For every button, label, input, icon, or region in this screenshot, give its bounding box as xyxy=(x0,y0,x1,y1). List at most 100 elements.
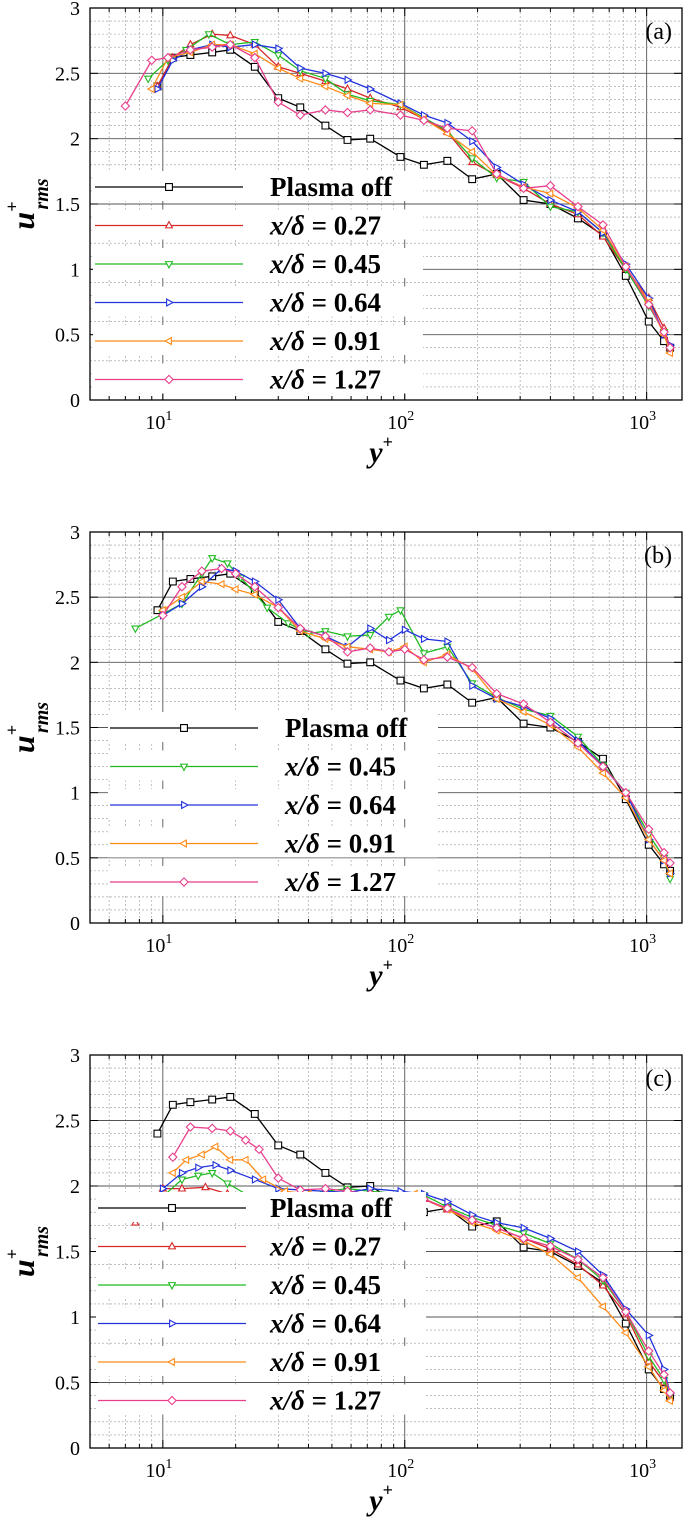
data-point xyxy=(201,1182,210,1191)
legend-marker xyxy=(165,183,173,191)
data-point xyxy=(207,42,218,53)
data-point xyxy=(196,577,205,586)
data-point xyxy=(273,602,284,613)
legend-marker xyxy=(166,298,175,307)
legend-marker xyxy=(164,220,174,229)
data-point xyxy=(343,136,352,144)
data-point xyxy=(297,63,306,73)
data-point xyxy=(365,105,376,115)
data-point xyxy=(195,1163,204,1172)
data-point xyxy=(251,40,260,49)
data-point xyxy=(419,650,429,659)
legend-marker xyxy=(181,800,190,810)
x-axis-label: y+ xyxy=(366,1480,393,1517)
data-point xyxy=(468,698,477,707)
y-tick-label: 1.5 xyxy=(55,1242,80,1264)
y-axis-label: u+ rms xyxy=(2,1226,53,1277)
data-point xyxy=(401,625,410,635)
x-axis-label: y+ xyxy=(366,432,393,469)
data-point xyxy=(467,125,478,136)
data-point xyxy=(469,136,478,146)
data-point xyxy=(665,1388,675,1398)
legend-marker xyxy=(163,336,172,346)
legend-backdrop xyxy=(93,363,423,394)
data-point xyxy=(659,847,669,858)
series-line xyxy=(156,33,671,348)
x-tick-label: 102 xyxy=(387,409,414,434)
data-point xyxy=(251,1175,260,1184)
legend-backdrop xyxy=(108,827,438,858)
data-point xyxy=(643,299,654,310)
data-point xyxy=(573,738,583,748)
data-point xyxy=(491,688,502,699)
data-point xyxy=(385,635,394,645)
data-point xyxy=(296,1150,305,1159)
legend-backdrop xyxy=(96,1269,426,1299)
legend-backdrop xyxy=(108,750,438,781)
data-point xyxy=(573,201,583,212)
data-point xyxy=(443,643,452,652)
legend-marker xyxy=(168,1204,176,1212)
legend-entry: x/δ = 0.91 xyxy=(269,1347,381,1377)
data-point xyxy=(179,1168,188,1178)
legend-entry: Plasma off xyxy=(285,713,408,743)
data-point xyxy=(493,163,502,172)
data-point xyxy=(645,1331,654,1340)
data-point xyxy=(283,620,293,629)
chart-panel-2: 0 0.5 1 1.5 2 2.5 3 101 102 103 Plasma off x/δ = 0.… xyxy=(2,522,683,992)
legend-marker xyxy=(169,1319,178,1328)
data-point xyxy=(343,659,352,668)
data-point xyxy=(491,1223,502,1233)
data-point xyxy=(545,1241,556,1252)
data-point xyxy=(419,160,428,169)
x-tick-label: 102 xyxy=(387,1457,414,1482)
data-point xyxy=(518,183,529,194)
data-point xyxy=(519,1243,528,1252)
series-6 xyxy=(120,39,675,353)
data-point xyxy=(216,579,225,589)
data-point xyxy=(223,1180,232,1189)
data-point xyxy=(518,699,529,709)
data-point xyxy=(491,169,502,179)
x-tick-label: 103 xyxy=(629,409,656,434)
legend-backdrop xyxy=(108,866,438,896)
legend-backdrop xyxy=(96,1192,426,1222)
data-point xyxy=(223,560,232,569)
data-point xyxy=(321,75,330,84)
legend: Plasma off x/δ = 0.27 x/δ = 0.45 x/δ = 0.64… xyxy=(96,1192,426,1416)
data-point xyxy=(443,680,452,689)
y-tick-label: 1.5 xyxy=(55,718,80,740)
data-point xyxy=(321,645,330,654)
data-point xyxy=(159,1184,168,1193)
data-point xyxy=(168,577,177,586)
data-point xyxy=(207,555,217,564)
y-tick-label: 0.5 xyxy=(55,1373,80,1395)
data-point xyxy=(212,1160,221,1170)
data-point xyxy=(250,1110,259,1118)
data-point xyxy=(384,613,394,622)
data-point xyxy=(249,590,258,599)
data-point xyxy=(575,1247,584,1256)
data-point xyxy=(208,1095,217,1104)
x-tick-label: 101 xyxy=(145,1457,172,1482)
data-point xyxy=(546,203,555,212)
y-tick-label: 1.5 xyxy=(55,194,80,216)
data-point xyxy=(443,156,452,165)
data-point xyxy=(204,31,214,40)
data-point xyxy=(154,84,163,94)
data-point xyxy=(177,1176,187,1185)
data-point xyxy=(273,63,282,73)
data-point xyxy=(274,617,283,626)
data-point xyxy=(366,658,375,667)
legend-backdrop xyxy=(93,286,423,317)
data-point xyxy=(395,110,406,121)
legend-marker xyxy=(180,724,188,732)
data-point xyxy=(597,768,606,778)
data-point xyxy=(196,1150,205,1159)
y-tick-label: 0.5 xyxy=(55,848,80,870)
y-tick-label: 2.5 xyxy=(55,587,80,609)
data-point xyxy=(467,155,477,164)
legend-marker xyxy=(167,1395,177,1406)
data-point xyxy=(444,637,453,646)
x-tick-label: 103 xyxy=(629,1457,656,1482)
